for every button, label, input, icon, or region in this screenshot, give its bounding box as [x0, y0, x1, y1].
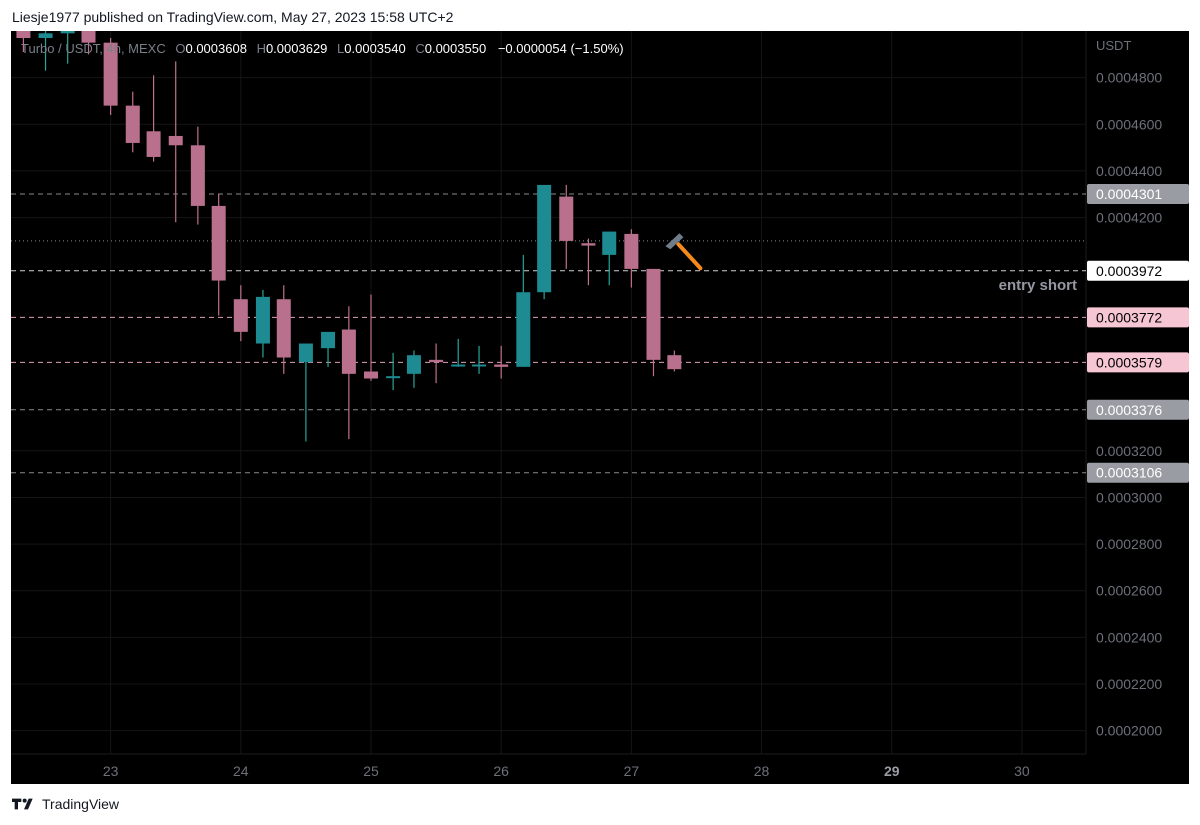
legend-close-value: 0.0003550 — [424, 41, 487, 56]
legend-open-label: O — [175, 41, 186, 56]
tradingview-logo-icon[interactable] — [12, 797, 36, 811]
candle-body-up[interactable] — [472, 364, 487, 367]
candle-body-down[interactable] — [190, 145, 205, 206]
legend-close-label: C — [415, 41, 425, 56]
y-tick-label: 0.0002200 — [1096, 676, 1162, 692]
hammer-icon[interactable] — [665, 233, 703, 271]
candlestick-chart[interactable]: 0.0004800 0.0004600 0.0004400 0.0004200 0.00… — [11, 31, 1189, 784]
annotation-entry-short[interactable]: entry short — [999, 277, 1077, 294]
price-level-badge[interactable] — [1087, 399, 1189, 420]
y-tick-label: 0.0002400 — [1096, 629, 1162, 645]
candle-body-down[interactable] — [146, 131, 161, 157]
footer: TradingView — [12, 796, 119, 812]
candle-body-down[interactable] — [667, 355, 682, 370]
y-tick-label: 0.0002800 — [1096, 536, 1162, 552]
price-level-badge-label: 0.0003376 — [1096, 402, 1162, 418]
x-tick-label: 24 — [233, 763, 249, 779]
x-tick-label: 27 — [624, 763, 640, 779]
footer-brand[interactable]: TradingView — [42, 796, 120, 812]
candle-body-down[interactable] — [341, 329, 356, 374]
price-level-badge-label: 0.0004301 — [1096, 186, 1162, 202]
candle-body-up[interactable] — [406, 355, 421, 374]
x-tick-label: 29 — [884, 763, 900, 779]
candle-body-down[interactable] — [211, 205, 226, 281]
x-tick-label: 28 — [754, 763, 770, 779]
legend-low-label: L — [337, 41, 345, 56]
candle-body-down[interactable] — [81, 31, 96, 43]
legend-low-value: 0.0003540 — [344, 41, 406, 56]
candle-body-down[interactable] — [16, 31, 31, 38]
candle-body-down[interactable] — [646, 268, 661, 360]
candle-body-up[interactable] — [516, 292, 531, 367]
candle-body-up[interactable] — [537, 184, 552, 293]
legend-high-value: 0.0003629 — [265, 41, 328, 56]
legend-open-value: 0.0003608 — [185, 41, 247, 56]
price-level-badge[interactable] — [1087, 260, 1189, 281]
y-axis-unit-label: USDT — [1096, 38, 1131, 53]
price-level-badge-label: 0.0003972 — [1096, 263, 1162, 279]
candle-body-down[interactable] — [103, 42, 118, 106]
x-tick-label: 30 — [1014, 763, 1030, 779]
candle-body-down[interactable] — [168, 135, 183, 146]
y-tick-label: 0.0002600 — [1096, 583, 1162, 599]
chart-legend: Turbo / USDT, 4h, MEXC O0.0003608 H0.000… — [21, 41, 624, 56]
y-tick-label: 0.0004200 — [1096, 210, 1162, 226]
y-tick-label: 0.0003000 — [1096, 489, 1162, 505]
price-level-badge[interactable] — [1087, 462, 1189, 483]
candle-body-up[interactable] — [602, 231, 617, 255]
candle-body-down[interactable] — [624, 233, 639, 269]
legend-high-label: H — [256, 41, 266, 56]
price-level-badge[interactable] — [1087, 184, 1189, 205]
candle-body-up[interactable] — [451, 364, 466, 367]
candle-body-up[interactable] — [255, 296, 270, 344]
x-tick-label: 23 — [103, 763, 119, 779]
candle-body-down[interactable] — [429, 359, 444, 363]
price-level-badge[interactable] — [1087, 307, 1189, 328]
y-tick-label: 0.0004800 — [1096, 70, 1162, 86]
candle-body-up[interactable] — [298, 343, 313, 363]
candle-body-down[interactable] — [233, 299, 248, 332]
y-tick-label: 0.0003200 — [1096, 443, 1162, 459]
x-tick-label: 25 — [363, 763, 379, 779]
candle-body-down[interactable] — [559, 196, 574, 241]
y-tick-label: 0.0004400 — [1096, 163, 1162, 179]
candle-body-up[interactable] — [38, 33, 53, 38]
candle-body-down[interactable] — [276, 299, 291, 358]
price-level-badge-label: 0.0003772 — [1096, 309, 1162, 325]
candle-body-down[interactable] — [581, 243, 596, 246]
y-tick-label: 0.0002000 — [1096, 723, 1162, 739]
candles-group — [16, 31, 682, 442]
price-level-badge-label: 0.0003579 — [1096, 354, 1162, 370]
price-level-badge-label: 0.0003106 — [1096, 465, 1162, 481]
candle-body-down[interactable] — [364, 371, 378, 379]
candle-body-down[interactable] — [494, 364, 509, 367]
legend-symbol[interactable]: Turbo / USDT, 4h, MEXC — [21, 41, 166, 56]
legend-change: −0.0000054 (−1.50%) — [497, 41, 624, 56]
x-tick-label: 26 — [493, 763, 509, 779]
candle-body-up[interactable] — [321, 331, 336, 349]
candle-body-up[interactable] — [60, 31, 75, 34]
candle-body-down[interactable] — [125, 105, 140, 143]
price-level-badge[interactable] — [1087, 352, 1189, 373]
publish-header: Liesje1977 published on TradingView.com,… — [12, 9, 454, 25]
y-tick-label: 0.0004600 — [1096, 116, 1162, 132]
chart-area[interactable]: 0.0004800 0.0004600 0.0004400 0.0004200 0.00… — [11, 31, 1189, 784]
candle-body-up[interactable] — [386, 376, 401, 379]
